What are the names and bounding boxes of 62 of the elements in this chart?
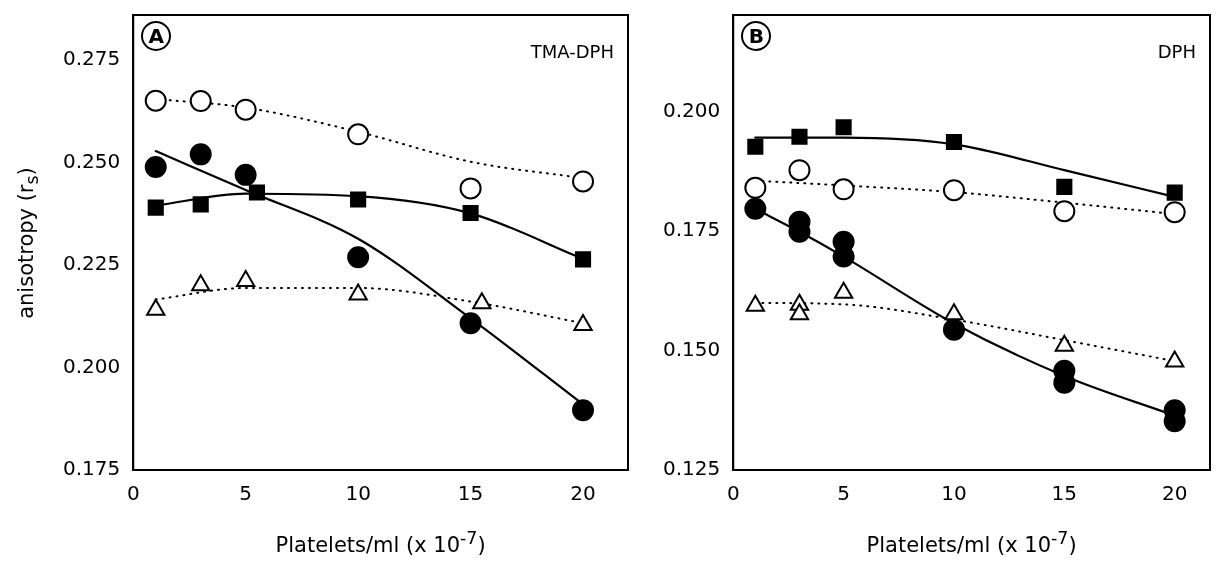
point <box>572 170 595 193</box>
x-tick-label: 10 <box>345 481 371 506</box>
point <box>791 128 808 145</box>
point <box>462 204 479 222</box>
annotation: B <box>741 21 772 51</box>
annotation: DPH <box>1157 41 1196 62</box>
point <box>236 270 256 288</box>
point <box>192 196 209 213</box>
point <box>942 179 965 202</box>
x-tick-label: 10 <box>941 481 967 506</box>
point <box>144 156 167 179</box>
point <box>942 318 965 341</box>
point <box>248 184 266 201</box>
x-tick-label: 5 <box>837 481 850 506</box>
x-tick-label: 20 <box>570 481 596 506</box>
y-tick-label: 0.200 <box>662 98 721 123</box>
point <box>472 292 492 310</box>
x-tick-label: 0 <box>726 481 740 506</box>
annotation: TMA-DPH <box>530 41 614 62</box>
point <box>1166 184 1183 201</box>
y-tick-label: 0.175 <box>62 456 121 481</box>
point <box>1163 201 1186 224</box>
y-tick-label: 0.150 <box>662 336 721 361</box>
x-tick-label: 15 <box>457 481 484 506</box>
point <box>147 199 164 216</box>
y-tick-label: 0.275 <box>62 46 121 71</box>
point <box>191 274 211 292</box>
point <box>788 159 811 182</box>
x-tick-label: 15 <box>1051 481 1078 506</box>
point <box>189 143 212 166</box>
x-tick-label: 5 <box>239 481 253 506</box>
annotation: A <box>141 21 172 51</box>
x-axis-title: Platelets/ml (x 10$^{-7}$) <box>275 528 486 557</box>
point <box>347 246 370 269</box>
point <box>1056 178 1073 195</box>
x-tick-label: 0 <box>126 481 140 506</box>
y-tick-label: 0.200 <box>62 353 121 378</box>
y-tick-label: 0.250 <box>62 148 121 173</box>
point <box>146 298 166 316</box>
point <box>144 89 167 112</box>
point <box>1053 200 1076 223</box>
point <box>459 312 482 335</box>
point <box>348 283 368 301</box>
y-tick-label: 0.175 <box>662 217 721 242</box>
point <box>189 90 212 113</box>
x-tick-label: 20 <box>1161 481 1188 506</box>
point <box>945 133 963 151</box>
point <box>350 191 367 208</box>
point <box>835 119 852 136</box>
point <box>347 123 370 146</box>
point <box>747 138 764 155</box>
point <box>832 178 855 201</box>
point <box>744 197 767 220</box>
point <box>234 98 257 121</box>
y-tick-label: 0.125 <box>662 456 721 481</box>
point <box>234 163 257 186</box>
x-axis-title: Platelets/ml (x 10$^{-7}$) <box>866 528 1077 557</box>
point <box>459 177 482 200</box>
point <box>574 251 592 268</box>
point <box>744 176 767 199</box>
point <box>573 313 593 331</box>
y-tick-label: 0.225 <box>62 251 121 276</box>
